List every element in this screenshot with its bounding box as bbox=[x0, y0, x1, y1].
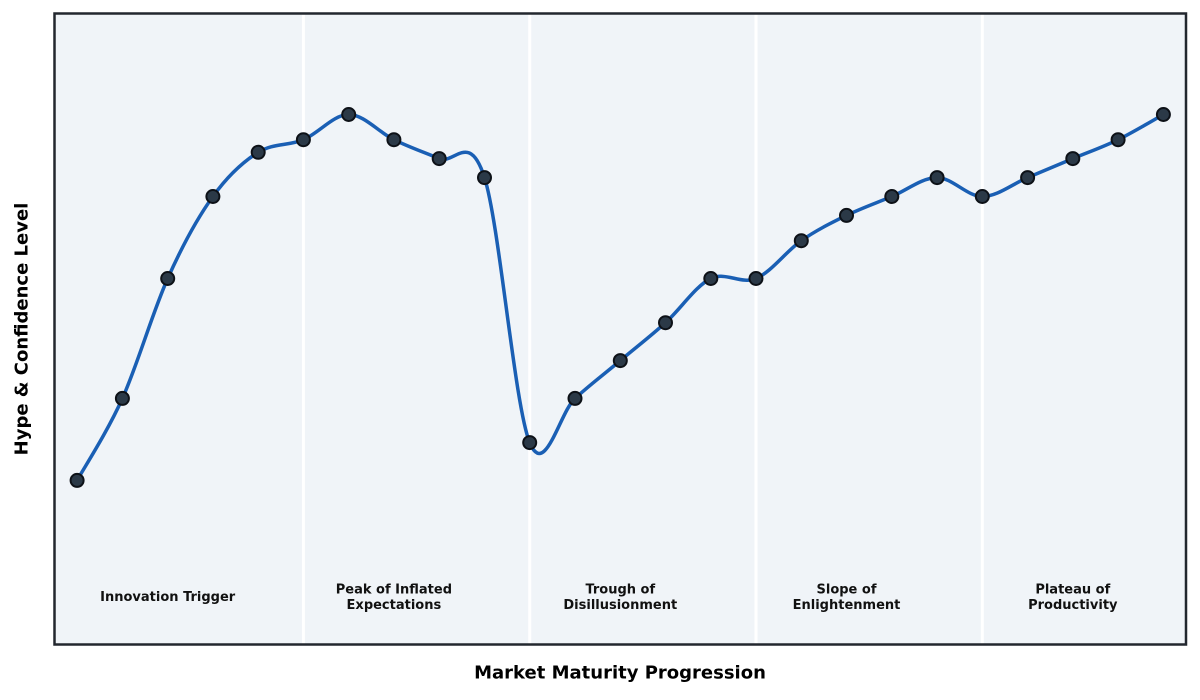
data-point-20 bbox=[974, 189, 990, 204]
y-axis-title: Hype & Confidence Level bbox=[11, 202, 33, 456]
phase-label-1: Peak of Inflated Expectations bbox=[336, 582, 452, 613]
phase-label-0: Innovation Trigger bbox=[100, 590, 236, 605]
data-point-2 bbox=[160, 271, 176, 286]
data-point-23 bbox=[1110, 132, 1126, 148]
data-point-15 bbox=[748, 271, 764, 286]
phase-label-4: Plateau of Productivity bbox=[1028, 582, 1118, 613]
data-point-14 bbox=[703, 271, 719, 286]
data-point-11 bbox=[567, 390, 583, 406]
data-point-6 bbox=[341, 107, 357, 122]
plot-area bbox=[54, 13, 1186, 645]
phase-label-3: Slope of Enlightenment bbox=[793, 582, 901, 613]
data-point-8 bbox=[431, 151, 447, 167]
data-point-17 bbox=[839, 207, 854, 223]
data-point-16 bbox=[793, 233, 809, 249]
data-point-7 bbox=[386, 132, 402, 148]
data-point-22 bbox=[1065, 151, 1081, 167]
data-point-9 bbox=[477, 170, 492, 186]
data-point-19 bbox=[929, 170, 945, 186]
data-point-12 bbox=[612, 353, 628, 369]
data-point-3 bbox=[205, 189, 221, 204]
data-point-0 bbox=[69, 472, 85, 488]
data-point-18 bbox=[884, 189, 900, 204]
data-point-4 bbox=[250, 144, 266, 160]
data-point-21 bbox=[1020, 170, 1036, 186]
data-point-10 bbox=[522, 435, 538, 451]
data-point-13 bbox=[658, 315, 673, 331]
data-point-24 bbox=[1155, 107, 1171, 122]
x-axis-title: Market Maturity Progression bbox=[474, 662, 766, 684]
data-point-1 bbox=[114, 390, 130, 406]
plot-border bbox=[53, 12, 1188, 646]
phase-label-2: Trough of Disillusionment bbox=[563, 582, 677, 613]
data-point-5 bbox=[295, 132, 311, 148]
